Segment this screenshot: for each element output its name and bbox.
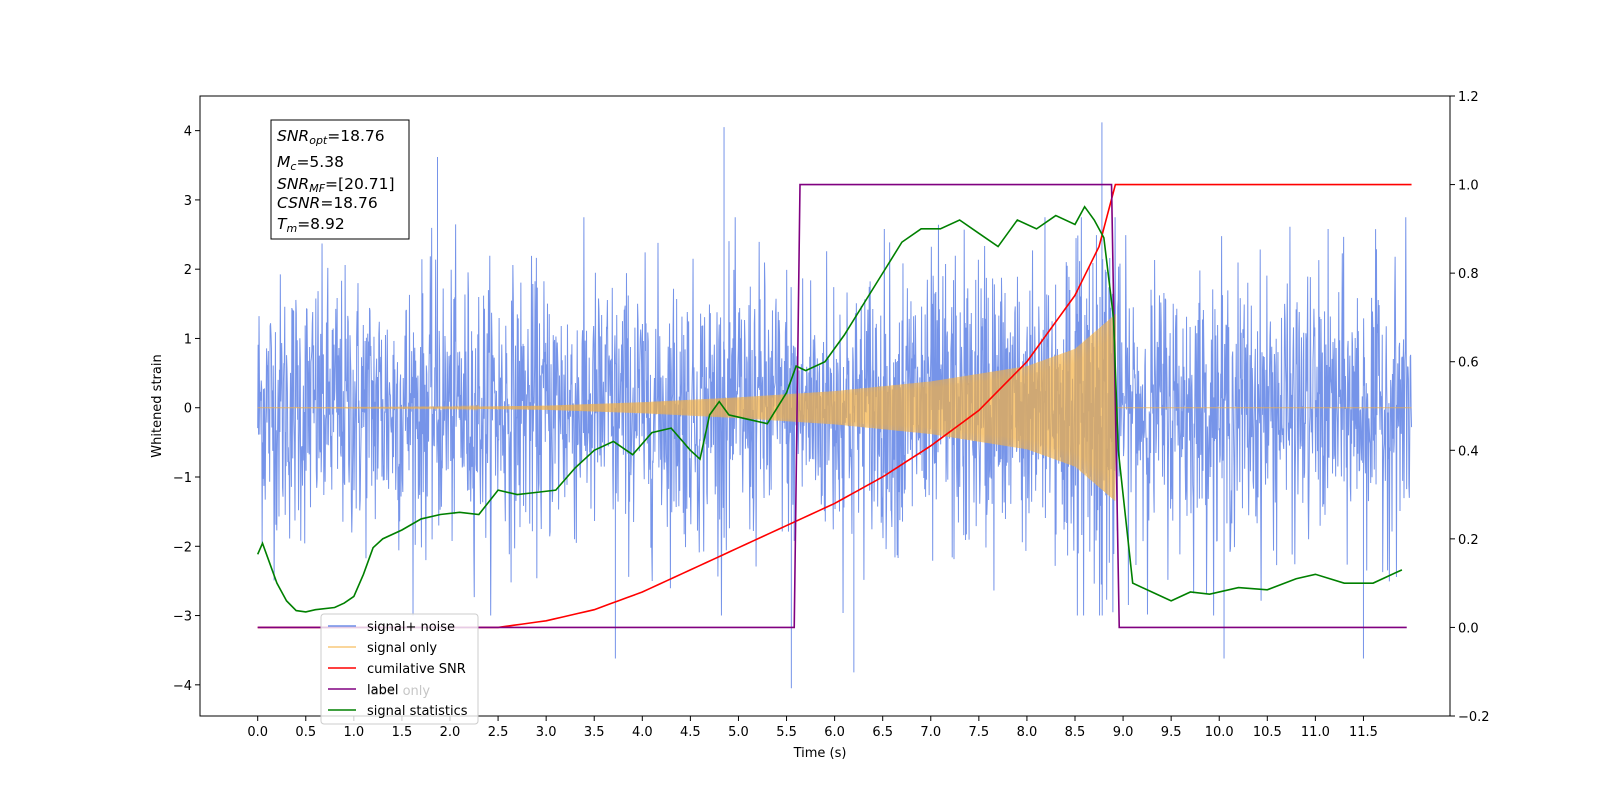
x-tick-label: 3.5 [584, 725, 605, 740]
legend-label-signal-statistics: signal statistics [367, 704, 468, 719]
csnr-value: =18.76 [320, 194, 377, 212]
annotation-frame [270, 119, 410, 240]
x-tick-label: 4.0 [632, 725, 653, 740]
x-tick-label: 5.5 [776, 725, 797, 740]
series-cumulative-snr [257, 183, 1412, 629]
annotation-snr-mf: SNRMF=[20.71] [277, 175, 395, 195]
x-tick-label: 8.0 [1017, 725, 1038, 740]
annotation-tm: Tm=8.92 [277, 215, 345, 235]
series-signal-statistics [256, 205, 1403, 613]
y-right-tick-label: 0.4 [1458, 444, 1479, 459]
snr-opt-sub: opt [309, 134, 328, 147]
y-left-tick-label: 0 [184, 402, 192, 417]
x-tick-label: 7.0 [920, 725, 941, 740]
legend-faint-text: label only [367, 684, 430, 699]
annotation-csnr: CSNR=18.76 [277, 194, 378, 212]
y-right-tick-label: 0.8 [1458, 267, 1479, 282]
y-right-tick-label: 0.2 [1458, 533, 1479, 548]
tm-value: =8.92 [297, 215, 345, 233]
y-right-tick-label: −0.2 [1458, 710, 1490, 725]
x-tick-label: 11.5 [1349, 725, 1378, 740]
snr-mf-value: =[20.71] [325, 175, 394, 193]
tm-sub: m [286, 222, 297, 235]
x-tick-label: 4.5 [680, 725, 701, 740]
x-tick-label: 2.0 [440, 725, 461, 740]
snr-opt-label: SNR [277, 127, 309, 145]
y-left-tick-label: −1 [173, 471, 192, 486]
x-tick-label: 7.5 [969, 725, 990, 740]
legend-frame [320, 613, 479, 725]
legend-label-label: label [367, 683, 398, 698]
y-axis-label: Whitened strain [150, 354, 165, 457]
y-right-tick-label: 0.6 [1458, 356, 1479, 371]
mc-sub: c [290, 160, 296, 173]
legend: label only signal+ noise signal only cum… [320, 613, 479, 725]
y-axis-left-ticks: 4 3 2 1 0 −1 −2 −3 −4 [173, 125, 200, 694]
plot-frame [199, 95, 1451, 717]
tm-label: T [277, 215, 288, 233]
y-right-tick-label: 0.0 [1458, 621, 1479, 636]
series-layer [256, 122, 1413, 689]
snr-opt-value: =18.76 [327, 127, 384, 145]
csnr-label: CSNR [277, 194, 320, 212]
x-axis-ticks: 0.0 0.5 1.0 1.5 2.0 2.5 3.0 3.5 4.0 4.5 5.0 5.5 6.0 6… [247, 716, 1378, 740]
x-tick-label: 6.5 [872, 725, 893, 740]
y-left-tick-label: −2 [173, 540, 192, 555]
x-tick-label: 3.0 [536, 725, 557, 740]
legend-label-cumulative-snr: cumilative SNR [367, 662, 466, 677]
y-left-tick-label: 4 [184, 125, 192, 140]
x-tick-label: 0.5 [295, 725, 316, 740]
y-left-tick-label: 1 [184, 332, 192, 347]
x-tick-label: 1.5 [392, 725, 413, 740]
x-tick-label: 0.0 [247, 725, 268, 740]
x-tick-label: 2.5 [488, 725, 509, 740]
x-tick-label: 1.0 [344, 725, 365, 740]
x-axis-label: Time (s) [793, 746, 847, 761]
series-label [257, 183, 1407, 629]
annotation-snr-opt: SNRopt=18.76 [277, 127, 385, 147]
x-tick-label: 5.0 [728, 725, 749, 740]
annotation-box: SNRopt=18.76 Mc=5.38 SNRMF=[20.71] CSNR=… [270, 119, 410, 240]
mc-value: =5.38 [296, 153, 344, 171]
x-tick-label: 9.0 [1113, 725, 1134, 740]
x-tick-label: 9.5 [1161, 725, 1182, 740]
legend-label-signal-only: signal only [367, 641, 437, 656]
x-tick-label: 6.0 [824, 725, 845, 740]
legend-label-signal-noise: signal+ noise [367, 620, 455, 635]
x-tick-label: 10.0 [1205, 725, 1234, 740]
y-left-tick-label: 3 [184, 194, 192, 209]
x-tick-label: 8.5 [1065, 725, 1086, 740]
y-left-tick-label: −3 [173, 610, 192, 625]
y-axis-right-ticks: 1.2 1.0 0.8 0.6 0.4 0.2 0.0 −0.2 [1450, 90, 1490, 725]
y-left-tick-label: −4 [173, 679, 192, 694]
series-signal-only [257, 314, 1412, 501]
annotation-mc: Mc=5.38 [277, 153, 344, 173]
x-tick-label: 10.5 [1253, 725, 1282, 740]
y-right-tick-label: 1.2 [1458, 90, 1479, 105]
x-tick-label: 11.0 [1301, 725, 1330, 740]
snr-mf-sub: MF [309, 182, 325, 195]
mc-label: M [277, 153, 290, 171]
snr-mf-label: SNR [277, 175, 309, 193]
y-right-tick-label: 1.0 [1458, 179, 1479, 194]
y-left-tick-label: 2 [184, 263, 192, 278]
